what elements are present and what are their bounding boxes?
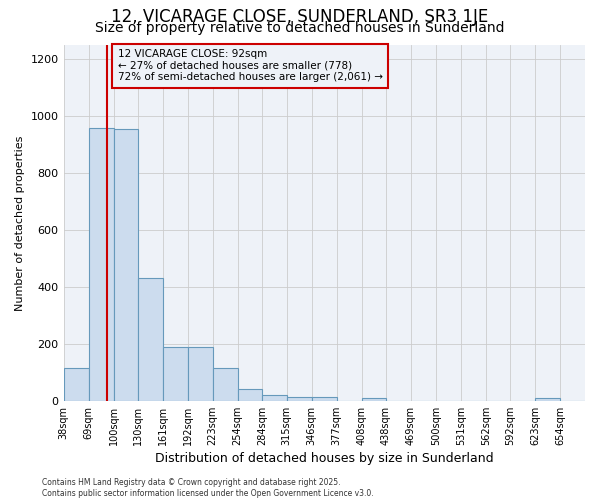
Bar [262,395,287,401]
Bar [137,278,163,401]
Bar [89,128,113,401]
Text: 12 VICARAGE CLOSE: 92sqm
← 27% of detached houses are smaller (778)
72% of semi-: 12 VICARAGE CLOSE: 92sqm ← 27% of detach… [118,50,383,82]
Bar [312,396,337,401]
Bar [535,398,560,401]
Text: 12, VICARAGE CLOSE, SUNDERLAND, SR3 1JE: 12, VICARAGE CLOSE, SUNDERLAND, SR3 1JE [112,8,488,26]
Text: Contains HM Land Registry data © Crown copyright and database right 2025.
Contai: Contains HM Land Registry data © Crown c… [42,478,374,498]
Bar [64,368,89,401]
Bar [287,396,312,401]
Bar [238,390,262,401]
Bar [212,368,238,401]
Bar [188,346,212,401]
X-axis label: Distribution of detached houses by size in Sunderland: Distribution of detached houses by size … [155,452,494,465]
Y-axis label: Number of detached properties: Number of detached properties [15,135,25,310]
Bar [362,398,386,401]
Bar [113,129,137,401]
Text: Size of property relative to detached houses in Sunderland: Size of property relative to detached ho… [95,21,505,35]
Bar [163,346,188,401]
